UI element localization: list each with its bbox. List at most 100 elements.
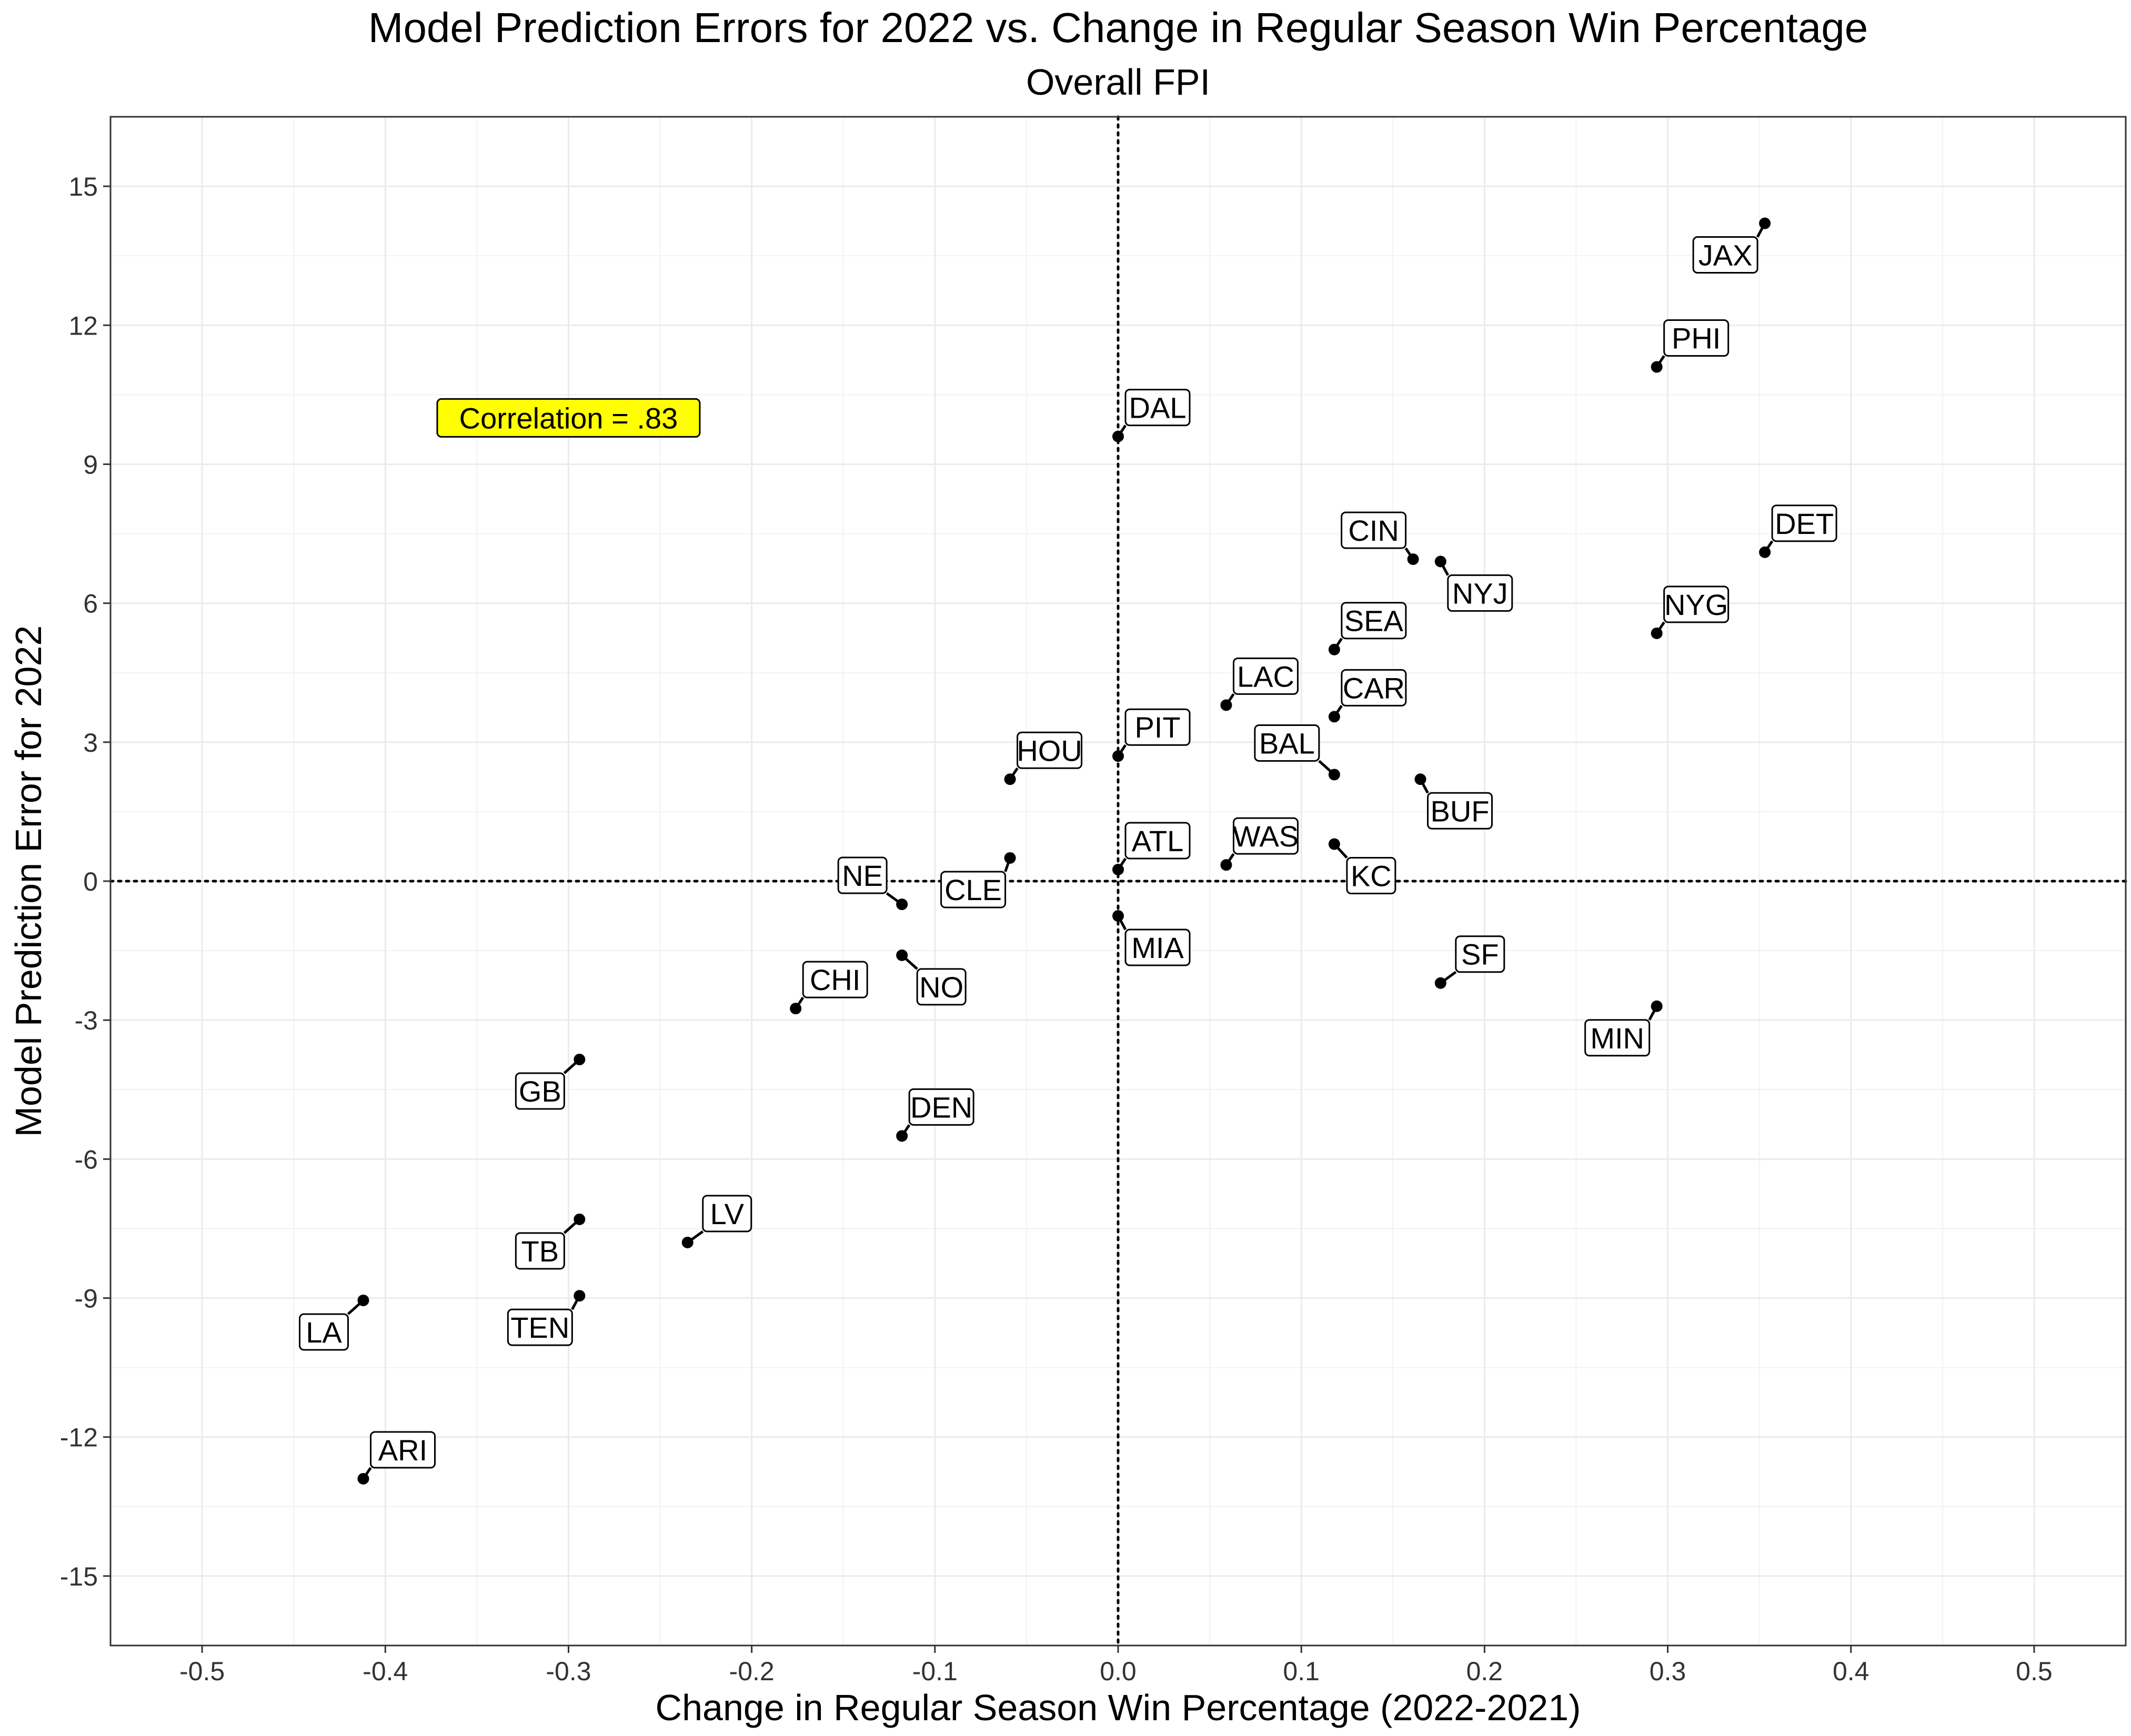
correlation-text: Correlation = .83 xyxy=(459,401,678,435)
team-label-box xyxy=(802,961,868,998)
data-point-min xyxy=(1651,1000,1663,1012)
team-label-ten: TEN xyxy=(510,1311,569,1344)
y-tick-label: 0 xyxy=(83,867,98,896)
team-label-no: NO xyxy=(919,971,963,1004)
team-label-nyg: NYG xyxy=(1664,588,1728,621)
team-label-atl: ATL xyxy=(1132,824,1184,857)
correlation-box xyxy=(436,398,701,438)
team-label-car: CAR xyxy=(1343,671,1405,704)
team-labels: JAX PHI DAL DET CIN NYJ NYG SEA LAC CAR PIT BAL HOU B… xyxy=(298,236,1837,1469)
chart-title: Model Prediction Errors for 2022 vs. Cha… xyxy=(368,4,1868,51)
y-tick-label: 15 xyxy=(68,172,98,201)
data-point-car xyxy=(1328,711,1340,723)
team-label-box xyxy=(1427,792,1493,830)
x-tick-label: 0.1 xyxy=(1283,1657,1320,1686)
team-label-box xyxy=(940,871,1007,909)
x-tick-label: 0.5 xyxy=(2016,1657,2053,1686)
team-label-ari: ARI xyxy=(378,1434,427,1467)
team-label-box xyxy=(1584,1019,1651,1057)
team-label-box xyxy=(1341,669,1407,706)
y-tick-label: -9 xyxy=(75,1284,98,1314)
x-tick-label: -0.5 xyxy=(179,1657,225,1686)
team-label-box xyxy=(507,1308,573,1346)
chart-subtitle: Overall FPI xyxy=(1026,62,1210,103)
data-point-den xyxy=(896,1130,908,1142)
team-label-bal: BAL xyxy=(1259,726,1315,760)
x-axis-title: Change in Regular Season Win Percentage … xyxy=(656,1687,1581,1728)
team-label-box xyxy=(1124,928,1191,966)
team-label-box xyxy=(1124,708,1191,746)
y-tick-label: -6 xyxy=(75,1145,98,1174)
team-label-phi: PHI xyxy=(1672,322,1721,355)
data-point-cle xyxy=(1004,852,1016,864)
team-label-box xyxy=(1341,511,1407,549)
team-label-sf: SF xyxy=(1461,938,1499,971)
team-label-box xyxy=(1346,857,1396,895)
data-point-sea xyxy=(1328,643,1340,655)
team-label-det: DET xyxy=(1775,507,1834,540)
y-tick-label: 12 xyxy=(68,311,98,340)
data-point-lac xyxy=(1220,699,1232,711)
team-label-lv: LV xyxy=(710,1197,745,1230)
data-point-ari xyxy=(357,1472,369,1485)
x-tick-label: -0.3 xyxy=(546,1657,591,1686)
team-label-den: DEN xyxy=(910,1091,972,1124)
data-point-bal xyxy=(1328,769,1340,781)
team-label-box xyxy=(1692,236,1758,274)
team-label-box xyxy=(515,1072,565,1110)
team-label-dal: DAL xyxy=(1129,391,1187,425)
data-point-chi xyxy=(790,1003,802,1015)
data-point-atl xyxy=(1112,863,1124,875)
team-label-box xyxy=(1447,574,1513,612)
data-point-phi xyxy=(1651,361,1663,373)
data-point-gb xyxy=(574,1054,586,1066)
data-point-kc xyxy=(1328,838,1340,850)
team-label-mia: MIA xyxy=(1131,931,1184,964)
correlation-annotation: Correlation = .83 xyxy=(436,398,701,438)
team-label-box xyxy=(1663,586,1730,623)
team-label-lac: LAC xyxy=(1237,660,1294,693)
team-label-jax: JAX xyxy=(1698,239,1753,272)
team-label-was: WAS xyxy=(1233,820,1299,853)
team-label-box xyxy=(1232,817,1299,855)
data-point-no xyxy=(896,949,908,961)
team-label-box xyxy=(837,856,888,894)
y-tick-label: 9 xyxy=(83,450,98,479)
team-label-nyj: NYJ xyxy=(1452,577,1508,610)
x-tick-label: -0.2 xyxy=(729,1657,775,1686)
data-points xyxy=(357,217,1771,1485)
team-label-box xyxy=(369,1431,436,1469)
data-point-ten xyxy=(574,1290,586,1302)
data-point-det xyxy=(1759,546,1771,558)
team-label-ne: NE xyxy=(842,859,883,892)
x-tick-label: -0.4 xyxy=(363,1657,408,1686)
team-label-box xyxy=(1254,724,1320,762)
team-label-sea: SEA xyxy=(1344,604,1404,638)
team-label-chi: CHI xyxy=(810,963,860,996)
team-label-box xyxy=(916,968,967,1006)
data-point-hou xyxy=(1004,773,1016,785)
x-tick-label: -0.1 xyxy=(912,1657,958,1686)
y-tick-label: 3 xyxy=(83,728,98,758)
data-point-nyg xyxy=(1651,627,1663,639)
y-tick-label: -3 xyxy=(75,1006,98,1035)
team-label-cin: CIN xyxy=(1348,514,1399,547)
data-point-dal xyxy=(1112,430,1124,442)
team-label-tb: TB xyxy=(521,1235,559,1268)
data-point-lv xyxy=(681,1236,693,1248)
team-label-box xyxy=(1771,504,1837,542)
team-label-box xyxy=(1455,935,1505,973)
data-point-tb xyxy=(574,1213,586,1225)
team-label-hou: HOU xyxy=(1017,734,1082,767)
y-tick-label: -15 xyxy=(60,1562,98,1591)
team-label-box xyxy=(1663,319,1730,357)
data-point-buf xyxy=(1414,773,1426,785)
reference-lines xyxy=(109,115,2127,1647)
team-label-gb: GB xyxy=(519,1075,561,1108)
data-point-was xyxy=(1220,859,1232,871)
team-label-cle: CLE xyxy=(944,873,1002,906)
team-label-min: MIN xyxy=(1590,1022,1644,1055)
team-label-box xyxy=(1017,731,1083,769)
x-tick-label: 0.4 xyxy=(1833,1657,1869,1686)
